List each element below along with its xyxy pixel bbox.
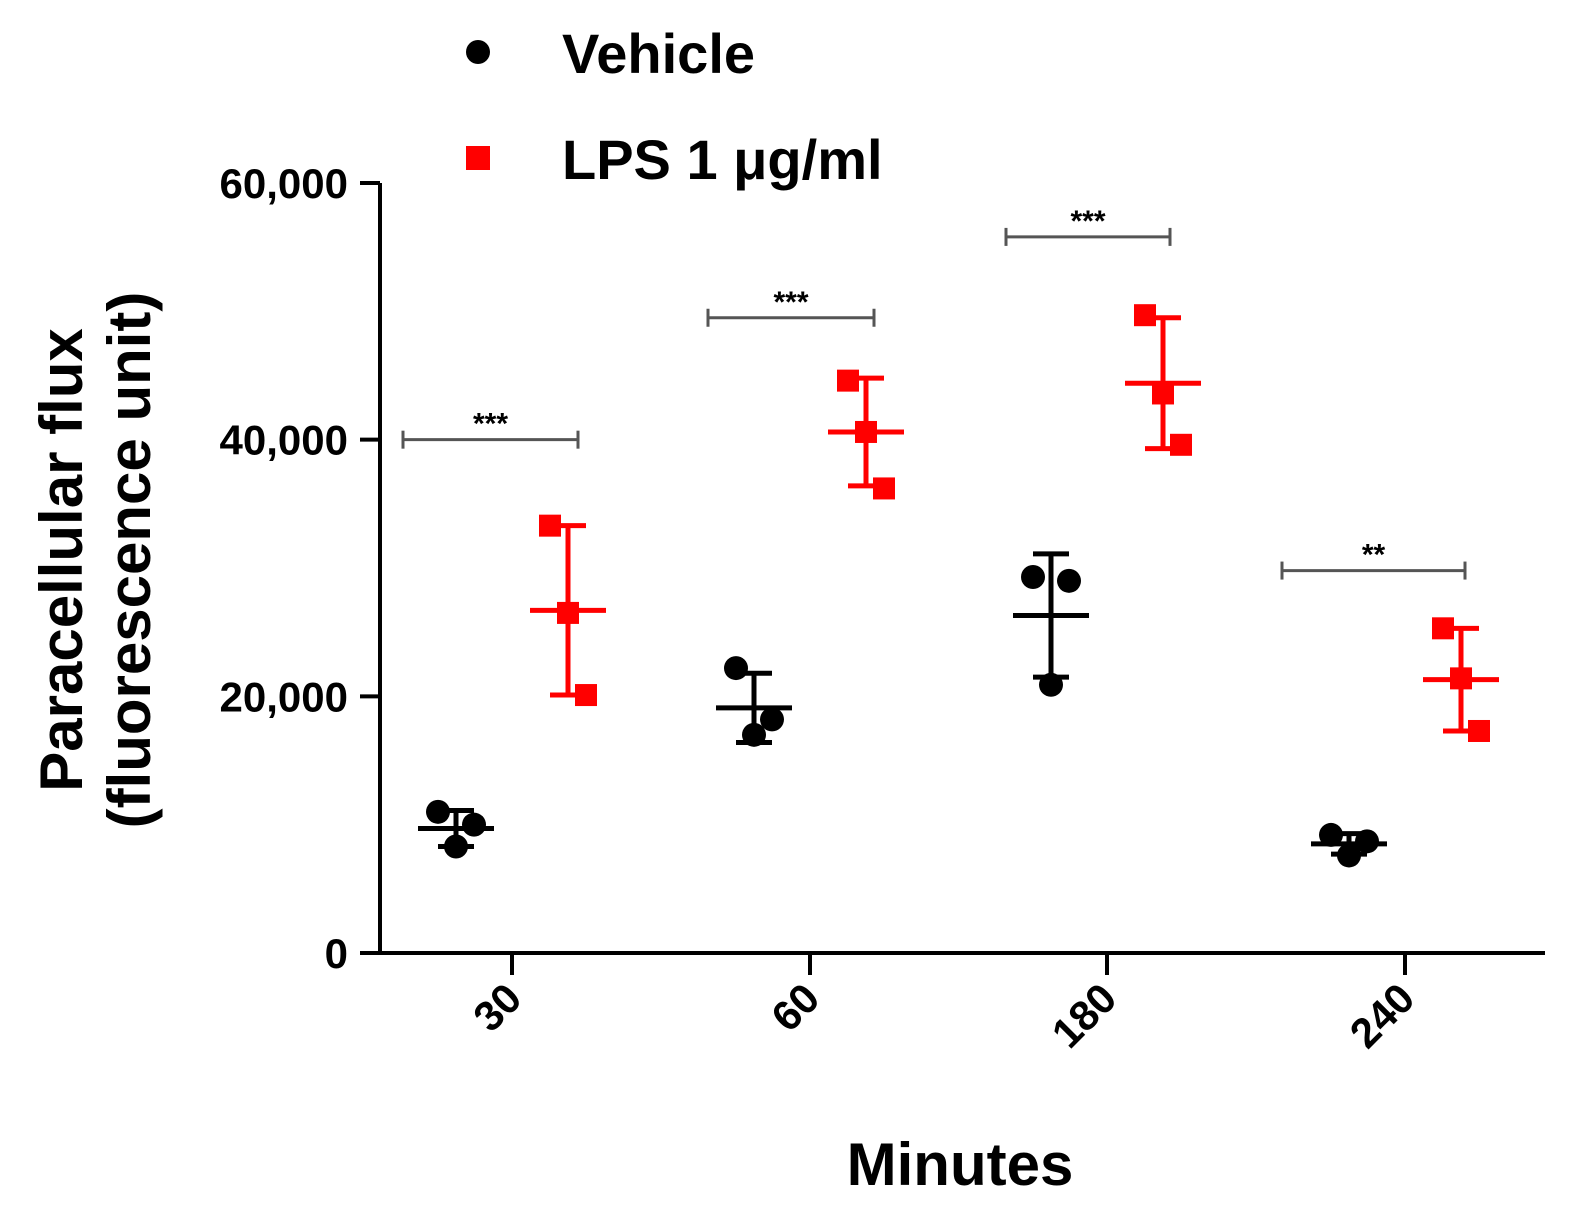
x-tick-label: 60 xyxy=(762,974,828,1040)
significance-bracket: *** xyxy=(401,408,580,449)
data-point xyxy=(837,369,859,392)
legend-marker-square xyxy=(466,146,490,170)
x-tick-label: 180 xyxy=(1043,974,1126,1057)
data-point xyxy=(1170,433,1192,456)
data-point xyxy=(724,656,748,681)
y-axis-title-line-2: (fluorescence unit) xyxy=(96,292,163,829)
y-tick-label: 60,000 xyxy=(220,160,348,207)
significance-label: ** xyxy=(1362,539,1386,572)
legend-label: LPS 1 μg/ml xyxy=(562,128,883,191)
x-tick-label: 240 xyxy=(1341,974,1424,1057)
y-tick-label: 0 xyxy=(325,930,348,977)
series-vehicle xyxy=(418,551,1387,868)
legend-marker-circle xyxy=(466,40,490,64)
legend-entry: LPS 1 μg/ml xyxy=(466,128,883,191)
data-point xyxy=(462,812,486,837)
y-tick-label: 20,000 xyxy=(220,673,348,720)
legend-label: Vehicle xyxy=(562,22,755,85)
series-lps xyxy=(530,304,1499,742)
data-point xyxy=(1021,564,1045,589)
significance-label: *** xyxy=(773,286,808,319)
significance-bracket: *** xyxy=(1004,205,1172,246)
x-tick-label: 30 xyxy=(464,974,530,1040)
legend-entry: Vehicle xyxy=(466,22,755,85)
significance-bracket: ** xyxy=(1280,539,1467,580)
significance-label: *** xyxy=(473,408,508,441)
y-tick-label: 40,000 xyxy=(220,417,348,464)
x-axis-title: Minutes xyxy=(847,1131,1074,1198)
data-point xyxy=(760,707,784,732)
data-point xyxy=(1057,568,1081,593)
significance-label: *** xyxy=(1070,205,1105,238)
significance-bracket: *** xyxy=(706,286,876,327)
data-point xyxy=(1134,304,1156,327)
data-point xyxy=(873,477,895,500)
y-axis-title-line-1: Paracellular flux xyxy=(28,328,95,792)
